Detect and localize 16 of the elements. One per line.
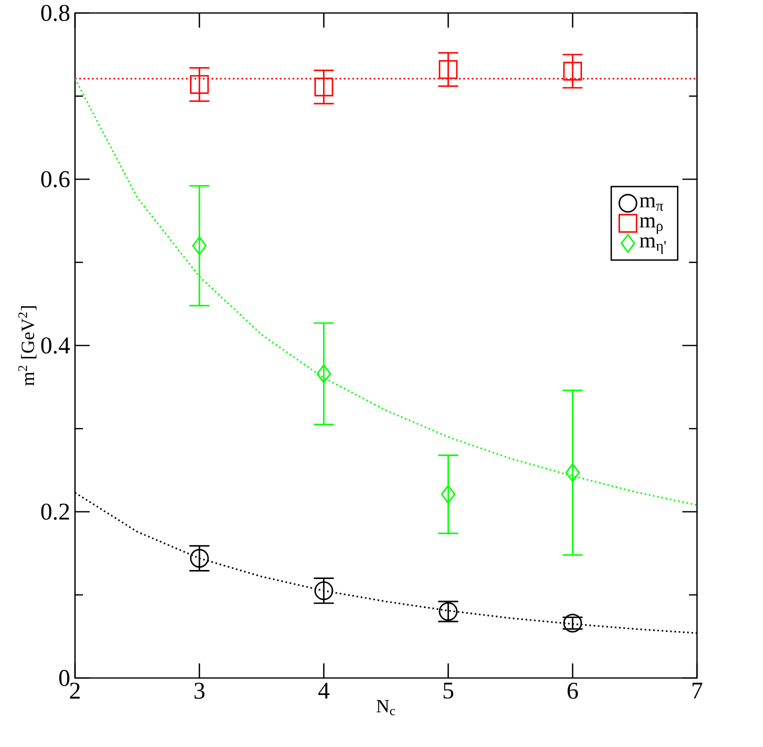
y-axis-title: m$^{2}$ [GeV$^{2}$] (18, 306, 36, 386)
y-tick-label: 0.4 (41, 337, 70, 354)
x-tick-label: 4 (318, 682, 330, 699)
legend-label: m$_{ρ}$ (640, 217, 663, 234)
x-tick-label: 2 (70, 682, 80, 699)
x-tick-label: 7 (692, 682, 702, 698)
y-tick-label: 0.2 (41, 504, 69, 520)
y-tick-label: 0.6 (41, 171, 70, 188)
x-tick-label: 3 (194, 682, 204, 699)
legend-label: m$_{η'}$ (640, 237, 666, 254)
y-tick-label: 0.8 (41, 4, 70, 22)
legend-label: m$_{π}$ (640, 197, 664, 211)
x-tick-label: 5 (444, 682, 454, 699)
x-axis-title: N$_{c}$ (376, 700, 395, 716)
y-tick-label: 0 (59, 670, 70, 686)
x-tick-label: 6 (568, 682, 578, 699)
